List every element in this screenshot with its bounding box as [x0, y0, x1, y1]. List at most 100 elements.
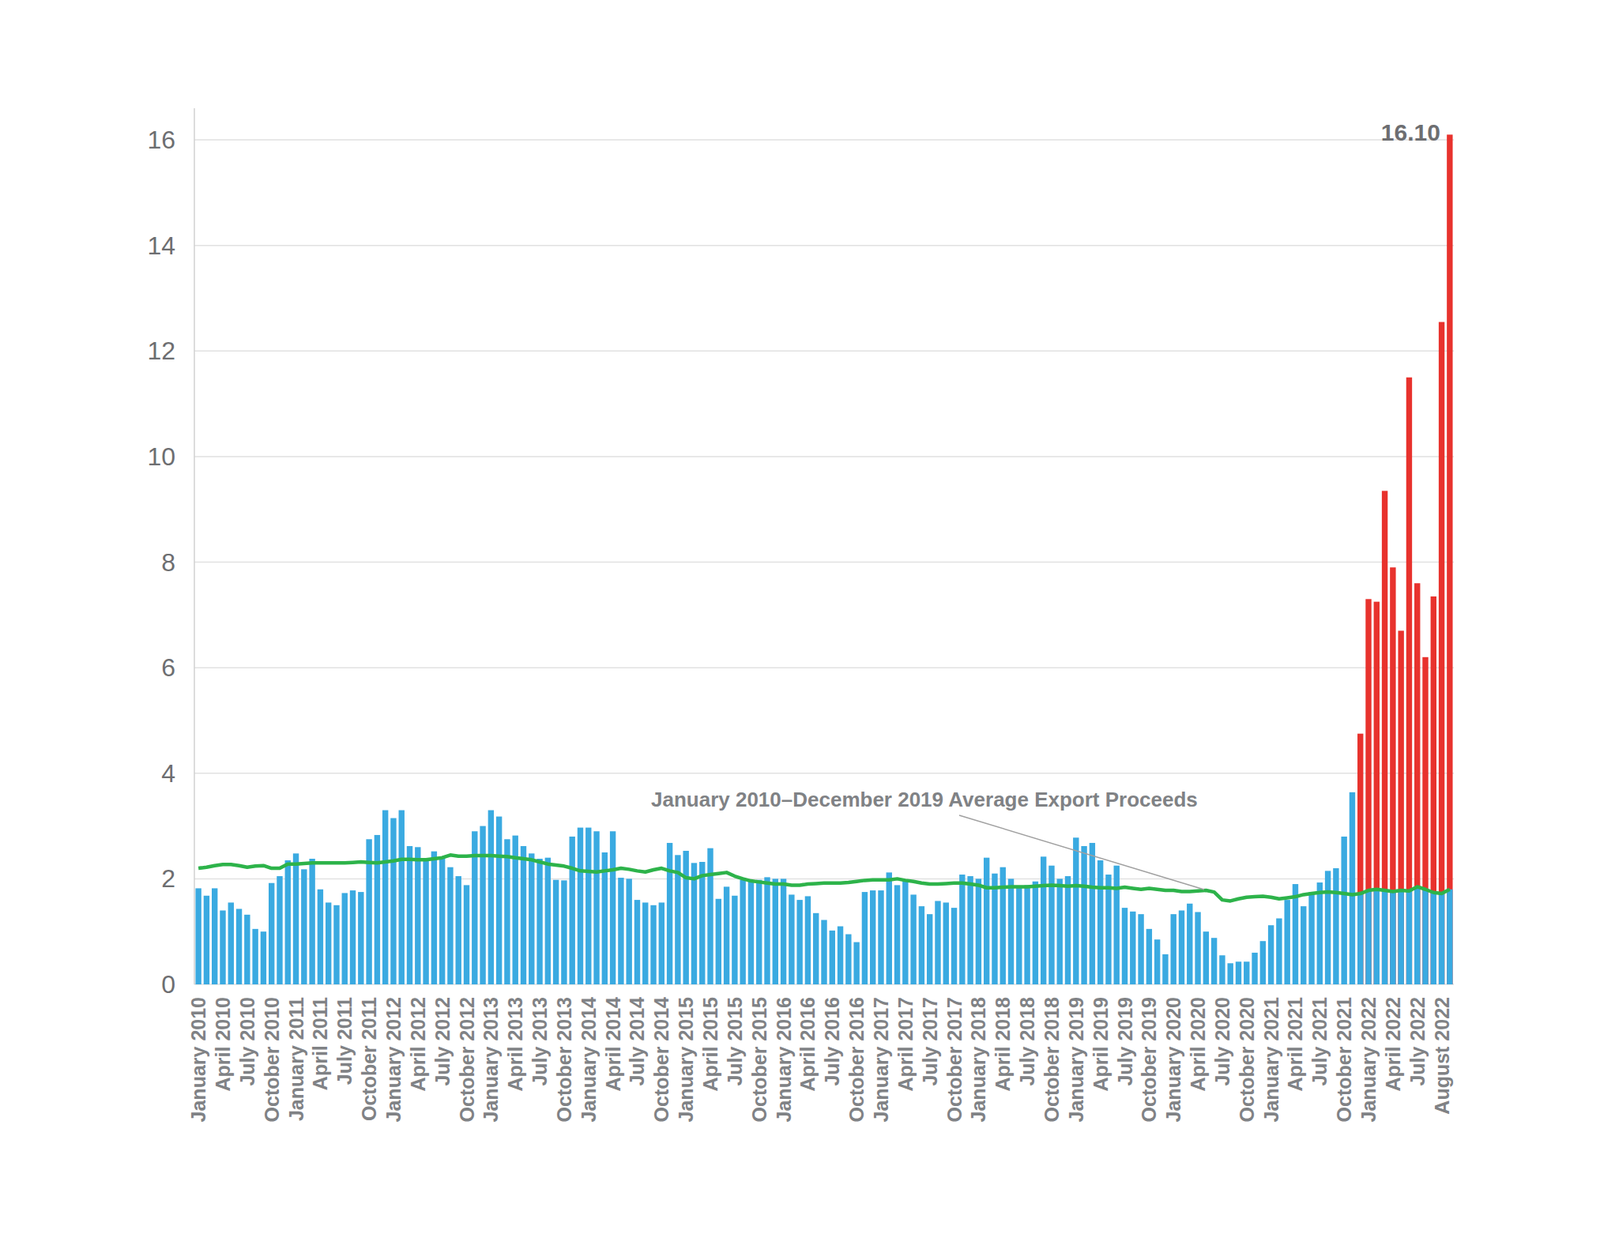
bar — [203, 896, 210, 985]
bar — [650, 905, 656, 985]
bar — [877, 890, 884, 985]
x-tick-label: April 2022 — [1381, 997, 1405, 1092]
bar — [1211, 937, 1217, 985]
bar — [658, 902, 665, 985]
bar — [374, 835, 381, 985]
bar-base — [1446, 889, 1453, 985]
bar — [967, 876, 973, 985]
y-tick-label: 4 — [161, 759, 176, 788]
y-tick-label: 10 — [146, 442, 176, 471]
grid-line — [194, 244, 1454, 247]
x-tick-label: April 2019 — [1089, 997, 1112, 1092]
x-tick-label: January 2018 — [967, 997, 990, 1123]
y-tick-label: 2 — [161, 864, 176, 893]
bar — [1032, 881, 1039, 985]
bar — [488, 810, 494, 985]
bar — [983, 858, 990, 985]
bar — [1414, 583, 1420, 985]
bar — [553, 880, 559, 985]
y-tick-label: 0 — [161, 970, 176, 999]
bar-base — [1397, 890, 1404, 985]
bar — [333, 905, 339, 985]
bar — [1219, 955, 1225, 985]
bar — [926, 914, 933, 985]
bar — [975, 878, 982, 985]
bar — [1114, 865, 1120, 985]
bar — [1121, 907, 1128, 985]
bar — [414, 847, 421, 985]
annotation-leader — [959, 815, 1205, 890]
bar — [1283, 899, 1290, 985]
bar — [536, 858, 543, 985]
x-tick-label: January 2014 — [577, 997, 600, 1123]
bar — [739, 880, 746, 985]
y-tick-label: 14 — [146, 231, 176, 260]
bar — [293, 853, 299, 985]
bar — [1008, 878, 1014, 985]
x-tick-label: January 2022 — [1357, 997, 1380, 1122]
bar — [1178, 910, 1185, 985]
grid-line — [194, 350, 1454, 353]
bar — [1040, 856, 1047, 985]
grid-line — [194, 139, 1454, 141]
bar — [1438, 322, 1445, 985]
bar — [342, 892, 348, 985]
x-tick-label: October 2019 — [1137, 997, 1160, 1122]
x-tick-label: January 2021 — [1260, 997, 1283, 1123]
bar — [910, 894, 916, 985]
bar — [1357, 734, 1363, 985]
x-tick-label: April 2012 — [406, 997, 430, 1092]
grid-line — [194, 772, 1454, 775]
x-tick-label: January 2019 — [1065, 997, 1088, 1122]
bar — [1089, 843, 1096, 985]
x-tick-label: October 2013 — [553, 997, 576, 1122]
bar — [617, 877, 624, 985]
bar — [845, 934, 851, 985]
x-tick-label: April 2017 — [894, 997, 917, 1092]
bar — [1024, 884, 1030, 985]
bar — [1016, 886, 1022, 985]
bar — [1243, 961, 1250, 985]
x-tick-label: July 2012 — [431, 997, 454, 1087]
bar — [1332, 868, 1339, 985]
bar — [723, 886, 730, 985]
bar — [829, 930, 836, 985]
bar — [609, 831, 616, 985]
average-line — [198, 854, 1450, 901]
bar — [439, 858, 445, 985]
bar — [244, 914, 250, 985]
bar — [820, 919, 827, 985]
x-tick-label: October 2011 — [357, 997, 381, 1122]
bar — [431, 851, 437, 985]
bar — [707, 848, 713, 985]
bar — [1057, 878, 1063, 985]
x-tick-label: July 2020 — [1211, 997, 1234, 1087]
data-label: 16.10 — [1381, 119, 1441, 146]
x-tick-label: July 2010 — [236, 997, 259, 1087]
bar — [577, 828, 584, 985]
bar — [805, 896, 811, 985]
bar — [682, 850, 689, 985]
x-tick-label: July 2021 — [1308, 997, 1331, 1087]
y-axis-line — [193, 108, 196, 985]
x-tick-label: April 2020 — [1186, 997, 1209, 1092]
bar — [1105, 874, 1111, 985]
bar — [1235, 961, 1242, 985]
bar — [317, 889, 324, 985]
bar — [211, 888, 218, 985]
bar — [1381, 490, 1388, 985]
bar — [837, 926, 844, 985]
bar — [504, 839, 510, 985]
y-tick-label: 16 — [146, 125, 176, 155]
bar — [1129, 911, 1136, 985]
bar-base — [1381, 890, 1388, 985]
bar-base — [1414, 886, 1420, 985]
grid-line — [194, 455, 1454, 458]
bar — [1340, 836, 1347, 985]
x-tick-label: July 2017 — [918, 997, 942, 1087]
bar — [748, 881, 754, 985]
bar — [634, 899, 640, 985]
bar — [1397, 630, 1404, 985]
bar — [764, 877, 770, 985]
bar — [943, 902, 949, 985]
